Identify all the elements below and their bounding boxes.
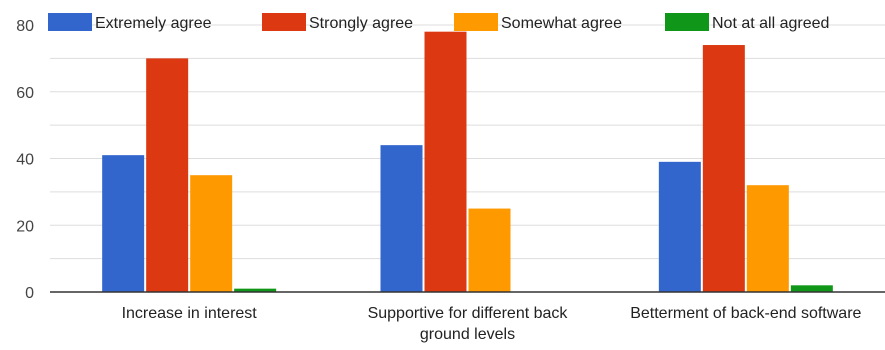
bars	[102, 31, 833, 293]
legend: Extremely agree Strongly agree Somewhat ag…	[48, 13, 829, 32]
bar	[790, 285, 833, 292]
x-axis-labels: Increase in interest Supportive for diffe…	[122, 305, 862, 343]
y-tick-label: 20	[16, 218, 34, 235]
bar	[702, 45, 745, 293]
legend-swatch	[665, 13, 709, 31]
bar	[234, 288, 277, 292]
bar	[190, 175, 233, 292]
y-tick-label: 40	[16, 152, 34, 169]
y-tick-label: 60	[16, 85, 34, 102]
bar	[102, 155, 145, 292]
legend-label: Extremely agree	[95, 15, 212, 32]
legend-label: Strongly agree	[309, 15, 413, 32]
bar	[380, 145, 423, 292]
legend-swatch	[48, 13, 92, 31]
legend-label: Not at all agreed	[712, 15, 829, 32]
y-tick-label: 0	[25, 285, 34, 302]
y-axis-ticks: 0 20 40 60 80	[16, 18, 34, 302]
bar	[658, 161, 701, 292]
legend-swatch	[262, 13, 306, 31]
x-category-label: ground levels	[420, 326, 515, 343]
bar	[468, 208, 511, 292]
x-category-label: Increase in interest	[122, 305, 258, 322]
bar	[424, 31, 467, 293]
legend-label: Somewhat agree	[501, 15, 622, 32]
y-tick-label: 80	[16, 18, 34, 35]
bar	[146, 58, 189, 292]
x-category-label: Betterment of back-end software	[630, 305, 861, 322]
x-category-label: Supportive for different back	[368, 305, 569, 322]
bar	[746, 185, 789, 292]
legend-swatch	[454, 13, 498, 31]
